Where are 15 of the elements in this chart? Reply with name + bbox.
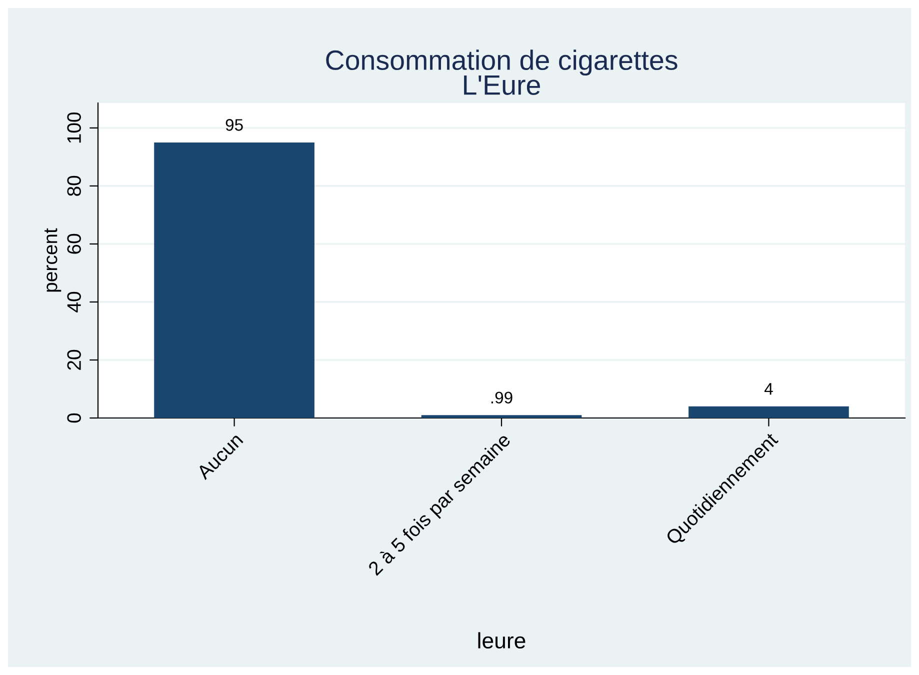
bar	[688, 406, 849, 418]
bar	[421, 415, 582, 418]
y-tick-label: 100	[67, 112, 81, 143]
y-tick-label: 40	[67, 292, 81, 312]
y-axis-title: percent	[44, 228, 62, 292]
x-axis-title: leure	[478, 632, 526, 649]
chart-title: Consommation de cigarettes L'Eure	[326, 50, 678, 95]
y-tick-label: 60	[67, 234, 81, 254]
data-label: 95	[226, 119, 243, 131]
bar	[154, 142, 314, 418]
data-label: .99	[491, 392, 512, 404]
y-tick-label: 0	[67, 413, 81, 423]
data-label: 4	[764, 383, 773, 395]
y-tick-label: 20	[67, 350, 81, 370]
y-tick-label: 80	[67, 176, 81, 196]
